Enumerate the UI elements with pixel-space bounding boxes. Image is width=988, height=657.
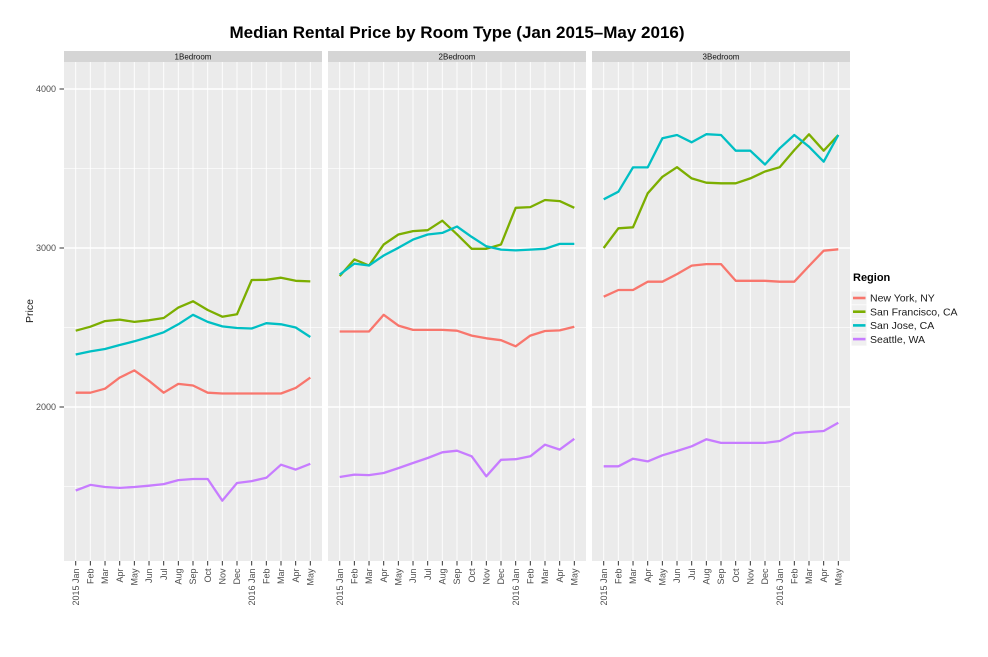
series-line-san-francisco-ca [75,276,311,332]
series-line-seattle-wa [339,437,575,479]
x-tick-label: May [306,568,316,586]
x-tick-label: Mar [364,568,374,584]
facet-strip [64,51,322,62]
x-tick-label: Nov [218,568,228,585]
x-tick-label: Feb [526,569,536,585]
series-line-new-york-ny [75,369,311,395]
x-tick-label: Feb [790,569,800,585]
x-tick-label: Feb [350,569,360,585]
x-tick-label: May [570,568,580,586]
x-tick-label: 2015 Jan [599,569,609,606]
x-tick-label: Feb [262,569,272,585]
x-tick-label: Apr [643,569,653,583]
x-tick-label: 2015 Jan [71,569,81,606]
series-line-seattle-wa [603,421,839,468]
x-tick-label: Mar [100,568,110,584]
facet-strip [328,51,586,62]
legend-item-label: Seattle, WA [870,334,925,346]
x-tick-label: Dec [760,568,770,585]
x-tick-label: Aug [438,569,448,585]
x-tick-label: Oct [731,568,741,583]
x-tick-label: 2016 Jan [511,569,521,606]
x-tick-label: May [130,568,140,586]
legend-item-label: San Francisco, CA [870,306,958,318]
x-tick-label: Apr [291,569,301,583]
x-tick-label: Mar [804,568,814,584]
facet-strip-label: 2Bedroom [439,52,476,61]
x-tick-label: Jul [159,569,169,581]
x-tick-label: Dec [496,568,506,585]
y-axis-title: Price [24,299,36,323]
series-line-new-york-ny [603,248,839,298]
x-tick-label: Nov [482,568,492,585]
x-tick-label: Apr [379,569,389,583]
x-tick-label: Dec [232,568,242,585]
y-tick-label: 4000 [36,84,56,94]
x-tick-label: Apr [819,569,829,583]
facet-strip-label: 3Bedroom [703,52,740,61]
x-tick-label: Feb [86,569,96,585]
x-tick-label: Apr [115,569,125,583]
x-tick-label: May [658,568,668,586]
x-tick-label: May [394,568,404,586]
series-line-san-jose-ca [339,225,575,276]
x-tick-label: Sep [452,569,462,585]
y-tick-label: 2000 [36,402,56,412]
chart-title: Median Rental Price by Room Type (Jan 20… [229,23,684,42]
x-tick-label: Oct [467,568,477,583]
facet-strip [592,51,850,62]
x-tick-label: Mar [276,568,286,584]
series-line-seattle-wa [75,462,311,502]
x-tick-label: Feb [614,569,624,585]
legend-item-label: New York, NY [870,293,935,305]
x-tick-label: May [834,568,844,586]
series-line-san-francisco-ca [338,198,575,277]
x-tick-label: 2016 Jan [247,569,257,606]
series-line-san-jose-ca [75,313,311,356]
x-tick-label: 2015 Jan [335,569,345,606]
series-line-san-francisco-ca [602,133,840,249]
x-tick-label: Jun [408,569,418,584]
x-tick-label: 2016 Jan [775,569,785,606]
x-tick-label: Aug [174,569,184,585]
series-line-new-york-ny [339,313,575,348]
x-tick-label: Nov [746,568,756,585]
x-tick-label: Apr [555,569,565,583]
x-tick-label: Jul [687,569,697,581]
y-tick-label: 3000 [36,243,56,253]
x-tick-label: Sep [716,569,726,585]
legend-item-label: San Jose, CA [870,320,934,332]
x-tick-label: Sep [188,569,198,585]
x-tick-label: Jun [144,569,154,584]
x-tick-label: Aug [702,569,712,585]
x-tick-label: Mar [540,568,550,584]
x-tick-label: Jun [672,569,682,584]
x-tick-label: Mar [628,568,638,584]
x-tick-label: Oct [203,568,213,583]
facet-strip-label: 1Bedroom [175,52,212,61]
series-line-san-jose-ca [603,133,840,201]
legend-title: Region [853,272,891,284]
x-tick-label: Jul [423,569,433,581]
facet-panels: 1Bedroom 2015 Jan Feb Mar Apr May Jun Jul Aug Sep… [36,51,850,606]
